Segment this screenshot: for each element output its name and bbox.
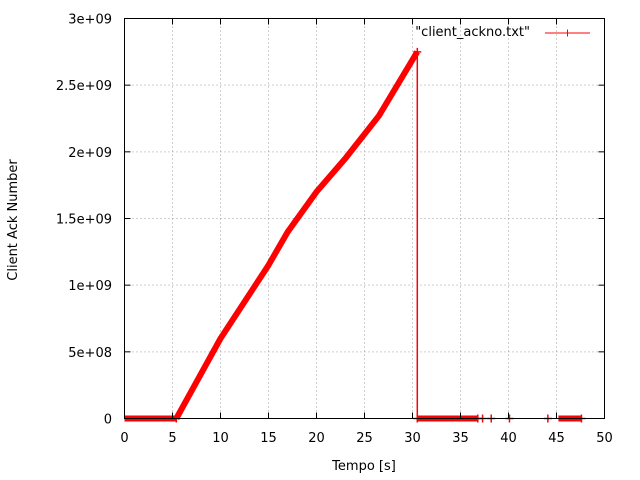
y-tick-label: 1e+09 <box>68 279 112 294</box>
x-tick-label: 45 <box>548 431 565 446</box>
y-tick-label: 2.5e+09 <box>56 79 112 94</box>
y-tick-label: 5e+08 <box>68 346 112 361</box>
legend-marker-sample <box>564 29 571 37</box>
y-tick-label: 3e+09 <box>68 13 112 28</box>
axis-ticks: 0 5 10 15 20 25 30 35 40 45 50 0 5e+08 1e+09 1.5e+09 2e… <box>56 13 613 447</box>
x-tick-label: 10 <box>212 431 229 446</box>
x-tick-label: 5 <box>168 431 176 446</box>
x-tick-label: 30 <box>404 431 421 446</box>
y-tick-label: 0 <box>104 413 112 428</box>
series-point-marker <box>413 47 422 56</box>
x-tick-label: 0 <box>120 431 128 446</box>
legend: "client_ackno.txt" <box>415 25 590 40</box>
y-tick-label: 2e+09 <box>68 146 112 161</box>
y-tick-label: 1.5e+09 <box>56 213 112 228</box>
x-tick-label: 35 <box>452 431 469 446</box>
x-tick-label: 25 <box>356 431 373 446</box>
x-axis-label: Tempo [s] <box>331 459 396 474</box>
series-line-segment <box>173 50 420 420</box>
legend-label: "client_ackno.txt" <box>415 25 530 40</box>
y-axis-label: Client Ack Number <box>6 159 21 281</box>
x-tick-label: 50 <box>596 431 613 446</box>
series-group <box>124 47 586 423</box>
grid <box>124 18 605 419</box>
x-tick-label: 20 <box>308 431 325 446</box>
x-tick-label: 40 <box>500 431 517 446</box>
x-tick-label: 15 <box>260 431 277 446</box>
